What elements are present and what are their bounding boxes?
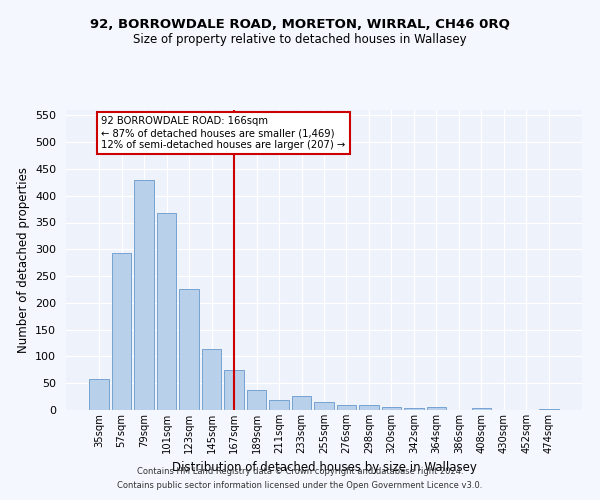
Bar [269, 400, 289, 410]
Bar [202, 350, 221, 410]
Bar [472, 408, 491, 410]
Bar [359, 404, 379, 410]
Text: 92 BORROWDALE ROAD: 166sqm
← 87% of detached houses are smaller (1,469)
12% of s: 92 BORROWDALE ROAD: 166sqm ← 87% of deta… [101, 116, 346, 150]
Y-axis label: Number of detached properties: Number of detached properties [17, 167, 29, 353]
Bar [179, 290, 199, 410]
Bar [337, 404, 356, 410]
Bar [89, 380, 109, 410]
Bar [292, 396, 311, 410]
Text: Contains public sector information licensed under the Open Government Licence v3: Contains public sector information licen… [118, 481, 482, 490]
Bar [247, 390, 266, 410]
Bar [314, 402, 334, 410]
Bar [112, 253, 131, 410]
Text: 92, BORROWDALE ROAD, MORETON, WIRRAL, CH46 0RQ: 92, BORROWDALE ROAD, MORETON, WIRRAL, CH… [90, 18, 510, 30]
Bar [404, 408, 424, 410]
Bar [134, 180, 154, 410]
Bar [539, 409, 559, 410]
Text: Contains HM Land Registry data © Crown copyright and database right 2024.: Contains HM Land Registry data © Crown c… [137, 467, 463, 476]
X-axis label: Distribution of detached houses by size in Wallasey: Distribution of detached houses by size … [172, 462, 476, 474]
Bar [224, 370, 244, 410]
Bar [382, 407, 401, 410]
Bar [157, 214, 176, 410]
Text: Size of property relative to detached houses in Wallasey: Size of property relative to detached ho… [133, 32, 467, 46]
Bar [427, 407, 446, 410]
